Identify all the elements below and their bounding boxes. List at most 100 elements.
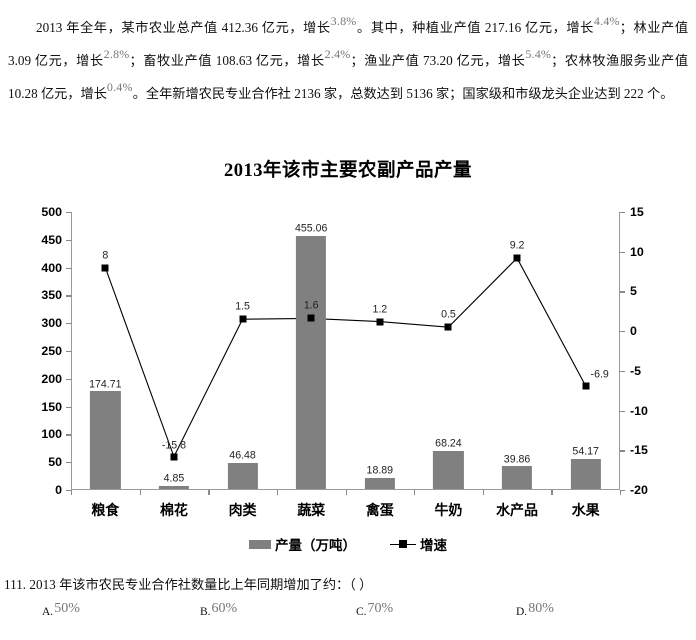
left-axis-label-100: 100 (41, 427, 62, 442)
bar-粮食 (90, 391, 121, 489)
line-marker-粮食 (101, 264, 109, 272)
x-axis-tick (208, 490, 210, 495)
left-axis-tick (66, 434, 71, 436)
x-axis-label-3: 蔬菜 (297, 504, 326, 519)
x-axis-label-1: 棉花 (159, 504, 188, 519)
bar-swatch-icon (249, 539, 271, 549)
left-axis-tick (66, 323, 71, 325)
x-axis-tick (139, 490, 141, 495)
option-d[interactable]: D.80% (516, 601, 554, 619)
option-letter: C. (356, 606, 367, 618)
passage-percent-7: 2.4% (324, 47, 351, 61)
x-axis-label-0: 粮食 (91, 504, 120, 519)
passage-run-8: ；渔业产值 73.20 亿元，增长 (350, 53, 526, 68)
x-axis-line (71, 488, 620, 490)
left-axis-label-450: 450 (41, 232, 62, 247)
left-axis-label-400: 400 (41, 260, 62, 275)
passage-percent-3: 4.4% (593, 14, 620, 28)
chart-plot-area: 0 50 100 150 200 250 300 350 400 450 500 -20 -15 -10-… (41, 205, 648, 519)
right-axis-tick (620, 450, 625, 452)
legend-item-output: 产量（万吨） (249, 534, 356, 554)
x-axis-tick (345, 490, 347, 495)
right-axis-tick (620, 331, 625, 333)
line-value-label-0: 8 (102, 249, 109, 261)
left-axis-tick (66, 406, 71, 408)
x-axis-label-6: 水产品 (496, 504, 539, 519)
left-axis-tick (66, 295, 71, 297)
bar-value-label-3: 455.06 (294, 222, 328, 235)
left-axis-tick (66, 378, 71, 381)
line-value-label-4: 1.2 (372, 303, 388, 316)
line-value-label-3: 1.6 (303, 299, 319, 312)
option-letter: A. (42, 606, 54, 618)
line-value-label-1: -15.8 (161, 439, 187, 452)
left-axis-label-50: 50 (48, 454, 62, 469)
right-axis-tick (620, 370, 625, 373)
passage-run-10: ；农林牧渔服务业产值 10.28 亿元，增长 (8, 53, 689, 101)
question-stem: 111. 2013 年该市农民专业合作社数量比上年同期增加了约：（ ） (4, 577, 373, 592)
line-marker-禽蛋 (376, 318, 384, 326)
option-value: 50% (54, 601, 80, 616)
question-block: 111. 2013 年该市农民专业合作社数量比上年同期增加了约：（ ） A.50… (4, 575, 694, 618)
left-axis-label-350: 350 (41, 288, 62, 303)
passage-percent-5: 2.8% (103, 47, 130, 61)
right-axis-tick (620, 410, 625, 412)
option-value: 60% (211, 601, 238, 616)
option-c[interactable]: C.70% (356, 601, 393, 619)
bar-牛奶 (433, 450, 464, 489)
bar-value-label-2: 46.48 (229, 449, 256, 462)
x-axis-tick (551, 490, 553, 495)
x-axis-label-4: 禽蛋 (365, 504, 394, 519)
x-axis-tick (482, 490, 485, 495)
x-axis-label-5: 牛奶 (434, 504, 463, 519)
x-axis-tick (71, 490, 73, 495)
left-axis-tick (66, 212, 71, 214)
line-marker-肉类 (239, 315, 247, 323)
passage-percent-1: 3.8% (330, 14, 357, 28)
line-value-label-2: 1.5 (235, 300, 250, 313)
passage-percent-11: 0.4% (106, 80, 133, 94)
left-axis-line (71, 212, 73, 490)
right-axis-tick (620, 251, 625, 253)
x-axis-tick (414, 490, 416, 495)
line-marker-蔬菜 (307, 314, 315, 322)
line-marker-牛奶 (444, 323, 452, 331)
right-axis-tick (620, 291, 625, 293)
bar-value-label-7: 54.17 (572, 445, 599, 458)
right-axis-tick (620, 490, 625, 492)
left-axis-tick (66, 462, 71, 464)
left-axis-tick (66, 351, 71, 353)
option-a[interactable]: A.50% (42, 601, 80, 619)
option-b[interactable]: B.60% (200, 601, 237, 619)
option-value: 70% (367, 601, 394, 616)
right-axis-tick (620, 212, 625, 214)
left-axis-tick (66, 267, 71, 269)
bar-value-label-4: 18.89 (366, 464, 394, 477)
legend-label-output: 产量（万吨） (275, 538, 356, 553)
passage-run-6: ；畜牧业产值 108.63 亿元，增长 (129, 53, 325, 68)
passage-run-4: ；林业产值 3.09 亿元，增长 (8, 20, 689, 68)
passage-run-2: 。其中，种植业产值 217.16 亿元，增长 (356, 20, 594, 35)
bar-蔬菜 (296, 235, 327, 489)
question-options: A.50% B.60% C.70% D.80% (4, 601, 694, 631)
bar-水果 (570, 458, 601, 489)
chart-container: 2013年该市主要农副产品产量 0 50 100 150 200 250 300 350 400… (0, 152, 696, 564)
x-axis-label-7: 水果 (571, 504, 600, 519)
passage-run-0: 2013 年全年，某市农业总产值 412.36 亿元，增长 (36, 20, 331, 35)
right-axis-label-10: 10 (630, 244, 644, 259)
x-axis-tick (620, 490, 622, 495)
line-value-label-6: 9.2 (509, 239, 525, 252)
left-axis-label-200: 200 (41, 371, 62, 386)
left-axis-tick (66, 490, 71, 492)
right-axis-line (618, 212, 620, 490)
option-letter: B. (200, 606, 211, 618)
right-axis-label--15: -15 (630, 443, 648, 458)
line-marker-棉花 (170, 453, 178, 461)
right-axis-label-15: 15 (630, 204, 644, 219)
option-value: 80% (528, 601, 554, 616)
bar-value-label-0: 174.71 (89, 378, 122, 391)
line-value-label-7: -6.9 (590, 368, 609, 381)
chart-legend: 产量（万吨） 增速 (0, 534, 696, 554)
right-axis-label--10: -10 (630, 403, 648, 418)
